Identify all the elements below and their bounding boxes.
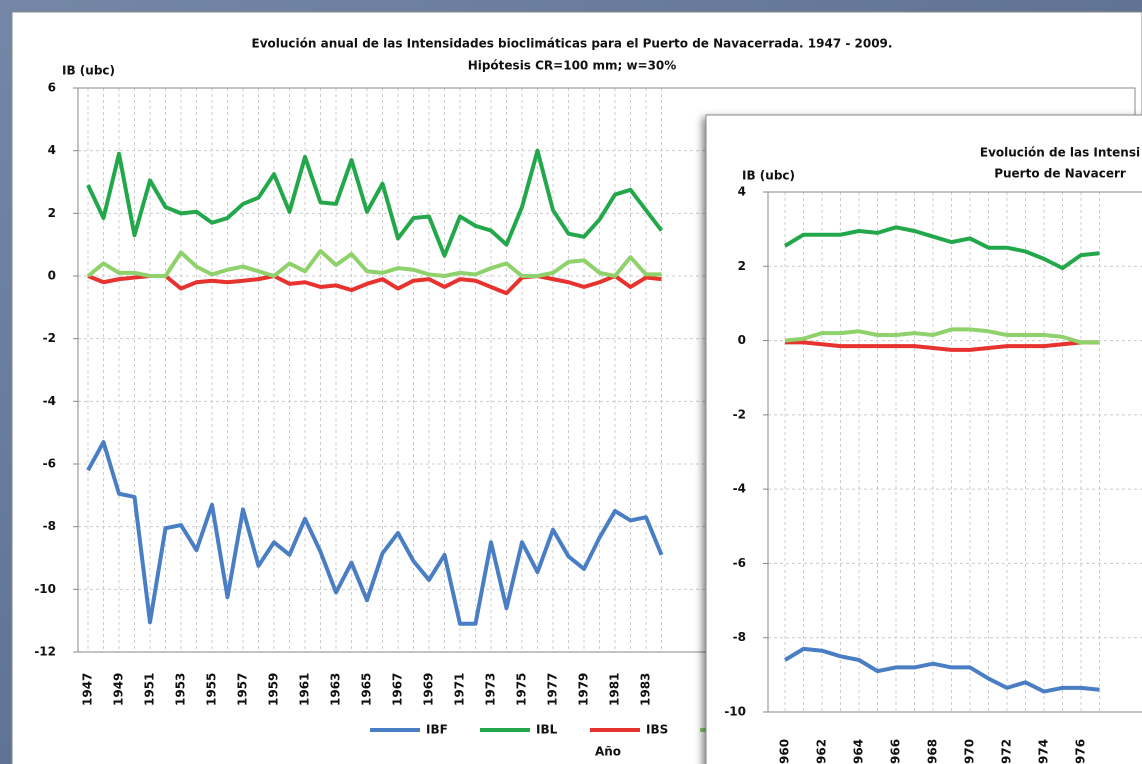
- y-tick-label: 0: [48, 269, 56, 283]
- x-tick-label: 1967: [391, 673, 405, 706]
- y-tick-label: -10: [724, 705, 746, 719]
- chart-subtitle: Hipótesis CR=100 mm; w=30%: [468, 59, 677, 73]
- y-tick-label: 2: [738, 259, 746, 273]
- x-tick-label: 1973: [484, 673, 498, 706]
- series-line: [785, 340, 1100, 352]
- x-tick-label: 970: [963, 739, 977, 764]
- x-tick-label: 1963: [329, 673, 343, 706]
- y-tick-label: 4: [738, 185, 746, 199]
- y-tick-label: -12: [34, 645, 56, 659]
- x-tick-label: 1965: [360, 673, 374, 706]
- x-tick-label: 1951: [143, 673, 157, 706]
- x-tick-label: 966: [889, 739, 903, 764]
- chart-title: Evolución de las Intensi: [980, 146, 1140, 160]
- x-tick-label: 1979: [577, 673, 591, 706]
- x-tick-label: 1969: [422, 673, 436, 706]
- chart-title: Evolución anual de las Intensidades bioc…: [252, 37, 893, 51]
- x-tick-label: 960: [778, 739, 792, 764]
- legend-label: IBF: [426, 723, 448, 737]
- y-tick-label: -4: [43, 394, 56, 408]
- x-tick-label: 1975: [515, 673, 529, 706]
- x-tick-label: 974: [1037, 739, 1051, 764]
- x-tick-label: 962: [815, 739, 829, 764]
- series-line: [86, 248, 662, 278]
- x-tick-label: 1949: [112, 673, 126, 706]
- chart-panel: [705, 114, 1142, 764]
- series-line: [86, 148, 664, 258]
- x-tick-label: 968: [926, 739, 940, 764]
- x-tick-label: 1971: [453, 673, 467, 706]
- y-tick-label: -8: [733, 630, 746, 644]
- x-tick-label: 976: [1074, 739, 1088, 764]
- y-tick-label: 2: [48, 206, 56, 220]
- y-tick-label: -2: [43, 331, 56, 345]
- x-tick-label: 1955: [205, 673, 219, 706]
- x-tick-label: 1953: [174, 673, 188, 706]
- x-tick-label: 964: [852, 739, 866, 764]
- x-axis-label: Año: [595, 745, 621, 759]
- y-tick-label: -2: [733, 407, 746, 421]
- series-line: [86, 440, 664, 626]
- series-line: [783, 225, 1100, 271]
- y-tick-label: -10: [34, 582, 56, 596]
- series-line: [87, 274, 662, 296]
- y-tick-label: 0: [738, 333, 746, 347]
- y-axis-label: IB (ubc): [62, 64, 115, 78]
- x-tick-label: 1957: [236, 673, 250, 706]
- y-tick-label: -8: [43, 519, 56, 533]
- y-tick-label: -6: [43, 457, 56, 471]
- x-tick-label: 1961: [298, 673, 312, 706]
- y-tick-label: 6: [48, 81, 56, 95]
- x-tick-label: 1981: [608, 673, 622, 706]
- legend-label: IBS: [646, 723, 668, 737]
- x-tick-label: 1977: [546, 673, 560, 706]
- series-line: [784, 327, 1100, 345]
- plot-border: [767, 191, 1142, 713]
- x-tick-label: 1983: [639, 673, 653, 706]
- chart-subtitle: Puerto de Navacerr: [994, 167, 1126, 181]
- chart-2: Evolución de las Intensi Puerto de Navace…: [705, 114, 1142, 764]
- x-tick-label: 1947: [81, 673, 95, 706]
- y-tick-label: -4: [733, 482, 746, 496]
- x-tick-label: 972: [1000, 739, 1014, 764]
- y-tick-label: -6: [733, 556, 746, 570]
- legend-label: IBL: [536, 723, 558, 737]
- x-tick-label: 1959: [267, 673, 281, 706]
- y-tick-label: 4: [48, 143, 56, 157]
- series-line: [783, 646, 1100, 694]
- y-axis-label: IB (ubc): [742, 169, 795, 183]
